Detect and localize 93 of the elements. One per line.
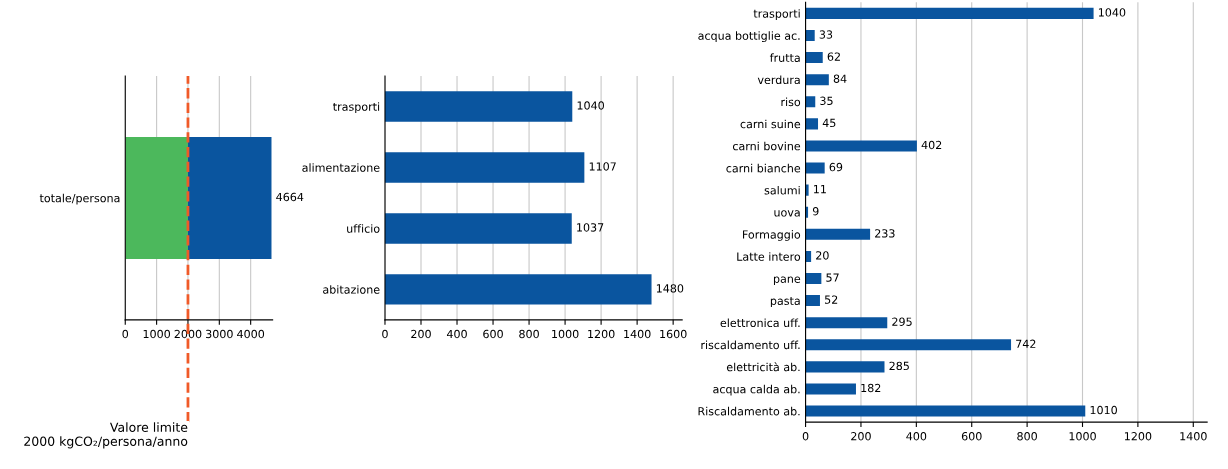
y-tick-label: Riscaldamento ab. (698, 406, 800, 416)
data-label: 1040 (577, 101, 604, 110)
data-label: 233 (875, 229, 895, 238)
y-tick-label: Latte intero (737, 252, 801, 261)
x-tick-label: 4000 (237, 329, 265, 339)
bar (805, 162, 825, 174)
data-label: 1037 (577, 223, 604, 232)
bar (805, 317, 888, 329)
x-tick-label: 400 (446, 329, 467, 339)
bar (805, 184, 809, 196)
x-tick-label: 800 (519, 329, 539, 339)
data-label: 20 (816, 251, 829, 260)
data-label: 69 (829, 162, 843, 172)
y-tick-label: ufficio (347, 224, 380, 233)
bar (805, 29, 815, 42)
ref-line-label: Valore limite 2000 kgCO₂/persona/anno (24, 422, 188, 449)
y-tick-label: salumi (764, 185, 800, 195)
x-tick-label: 3000 (206, 329, 233, 339)
bar (384, 213, 572, 244)
bar (805, 96, 816, 108)
x-tick-label: 0 (802, 432, 809, 441)
data-label: 57 (826, 273, 839, 282)
x-tick-label: 0 (122, 329, 129, 339)
y-tick-label: frutta (769, 53, 800, 62)
y-tick-label: riscaldamento uff. (701, 340, 800, 350)
x-tick-label: 1400 (1180, 432, 1207, 441)
bar (805, 361, 885, 373)
x-tick-label: 0 (382, 329, 388, 339)
y-tick-label: totale/persona (39, 193, 120, 205)
y-tick-label: carni suine (740, 119, 801, 129)
y-tick-label: pasta (770, 297, 800, 308)
data-label: 33 (819, 30, 833, 39)
data-label: 1010 (1090, 405, 1117, 415)
y-tick-label: elettronica uff. (720, 318, 800, 328)
x-tick-label: 1400 (624, 329, 651, 339)
y-tick-label: abitazione (323, 285, 380, 294)
y-tick-label: acqua calda ab. (713, 384, 800, 396)
y-tick-label: trasporti (753, 9, 800, 20)
bar (805, 250, 812, 262)
y-tick-label: riso (781, 97, 801, 107)
x-tick-label: 1600 (660, 329, 687, 339)
bar (805, 405, 1086, 417)
bar (805, 339, 1012, 351)
data-label: 285 (889, 361, 909, 371)
data-label: 45 (822, 118, 836, 128)
x-tick-label: 1200 (588, 329, 615, 339)
y-tick-label: carni bovine (732, 141, 801, 151)
data-label: 742 (1016, 339, 1036, 348)
y-tick-label: carni bianche (726, 163, 801, 173)
x-tick-label: 1000 (143, 329, 171, 339)
bar (805, 383, 856, 395)
data-label: 52 (824, 295, 838, 304)
data-label: 1107 (589, 162, 616, 171)
x-tick-label: 2000 (174, 329, 202, 339)
x-tick-label: 1000 (552, 329, 579, 339)
y-tick-label: verdura (757, 75, 800, 85)
data-label: 295 (892, 317, 912, 326)
x-tick-label: 200 (851, 432, 871, 441)
x-tick-label: 1000 (1069, 432, 1096, 441)
x-tick-label: 600 (961, 432, 982, 441)
x-tick-label: 200 (411, 329, 431, 339)
total-label: 4664 (276, 192, 304, 202)
y-tick-label: uova (774, 210, 800, 217)
y-tick-label: elettricità ab. (726, 362, 800, 372)
bar (805, 272, 822, 285)
y-tick-label: alimentazione (302, 163, 380, 172)
bar (384, 274, 652, 305)
x-tick-label: 1200 (1124, 432, 1152, 441)
data-label: 62 (827, 52, 840, 61)
data-label: 9 (812, 207, 819, 216)
x-tick-label: 600 (483, 329, 503, 339)
y-tick-label: trasporti (333, 102, 380, 113)
bar (805, 140, 917, 152)
y-tick-label: pane (773, 276, 801, 286)
bar (805, 118, 819, 130)
data-label: 35 (820, 96, 833, 105)
data-label: 1480 (656, 284, 684, 293)
data-label: 11 (814, 185, 826, 194)
data-label: 402 (921, 140, 942, 150)
x-tick-label: 400 (906, 432, 927, 441)
y-tick-label: acqua bottiglie ac. (698, 31, 800, 43)
y-tick-label: Formaggio (743, 230, 801, 241)
bar (805, 295, 820, 307)
bar (805, 228, 871, 240)
data-label: 1040 (1098, 8, 1126, 17)
bar (384, 91, 573, 122)
data-label: 182 (861, 383, 881, 393)
data-label: 84 (833, 74, 847, 83)
x-tick-label: 800 (1017, 432, 1037, 441)
bar (384, 152, 585, 183)
bar (805, 74, 829, 86)
bar (805, 7, 1094, 19)
bar (805, 52, 823, 64)
